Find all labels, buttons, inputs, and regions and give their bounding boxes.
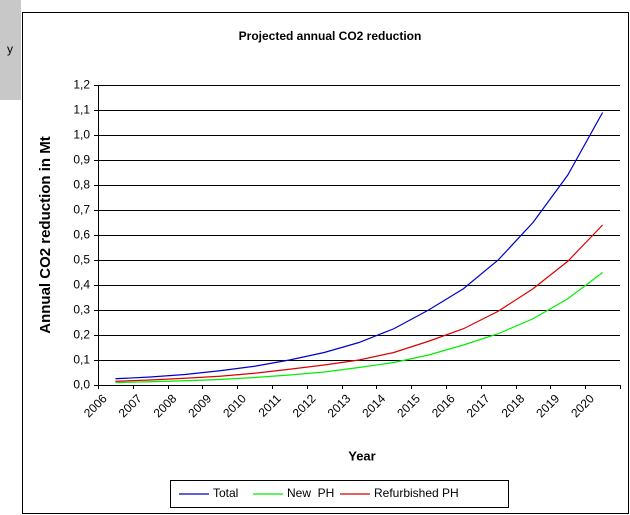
legend-label: Refurbished PH: [374, 486, 459, 500]
y-tick-label: 1,0: [73, 128, 90, 142]
y-axis-title: Annual CO2 reduction in Mt: [37, 136, 54, 334]
y-tick-label: 1,1: [73, 103, 90, 117]
line-series: [115, 272, 603, 384]
legend-label: Total: [213, 486, 238, 500]
y-tick-label: 0,6: [73, 228, 90, 242]
y-tick-label: 0,3: [73, 303, 90, 317]
sidebar-panel: [0, 0, 21, 100]
legend-label: New PH: [287, 486, 334, 500]
y-tick-label: 1,2: [73, 78, 90, 92]
y-tick-label: 0,1: [73, 353, 90, 367]
y-tick-label: 0,7: [73, 203, 90, 217]
y-tick-label: 0,0: [73, 378, 90, 392]
legend: [170, 480, 509, 508]
y-tick-label: 0,5: [73, 253, 90, 267]
y-tick-label: 0,4: [73, 278, 90, 292]
chart-title: Projected annual CO2 reduction: [239, 29, 422, 43]
line-series: [115, 112, 604, 380]
chart-frame: [22, 12, 629, 514]
line-series: [115, 224, 604, 382]
y-tick-label: 0,2: [73, 328, 90, 342]
y-tick-label: 0,9: [73, 153, 90, 167]
y-tick-label: 0,8: [73, 178, 90, 192]
sidebar-text: y: [7, 42, 13, 56]
x-axis-title: Year: [348, 448, 375, 463]
